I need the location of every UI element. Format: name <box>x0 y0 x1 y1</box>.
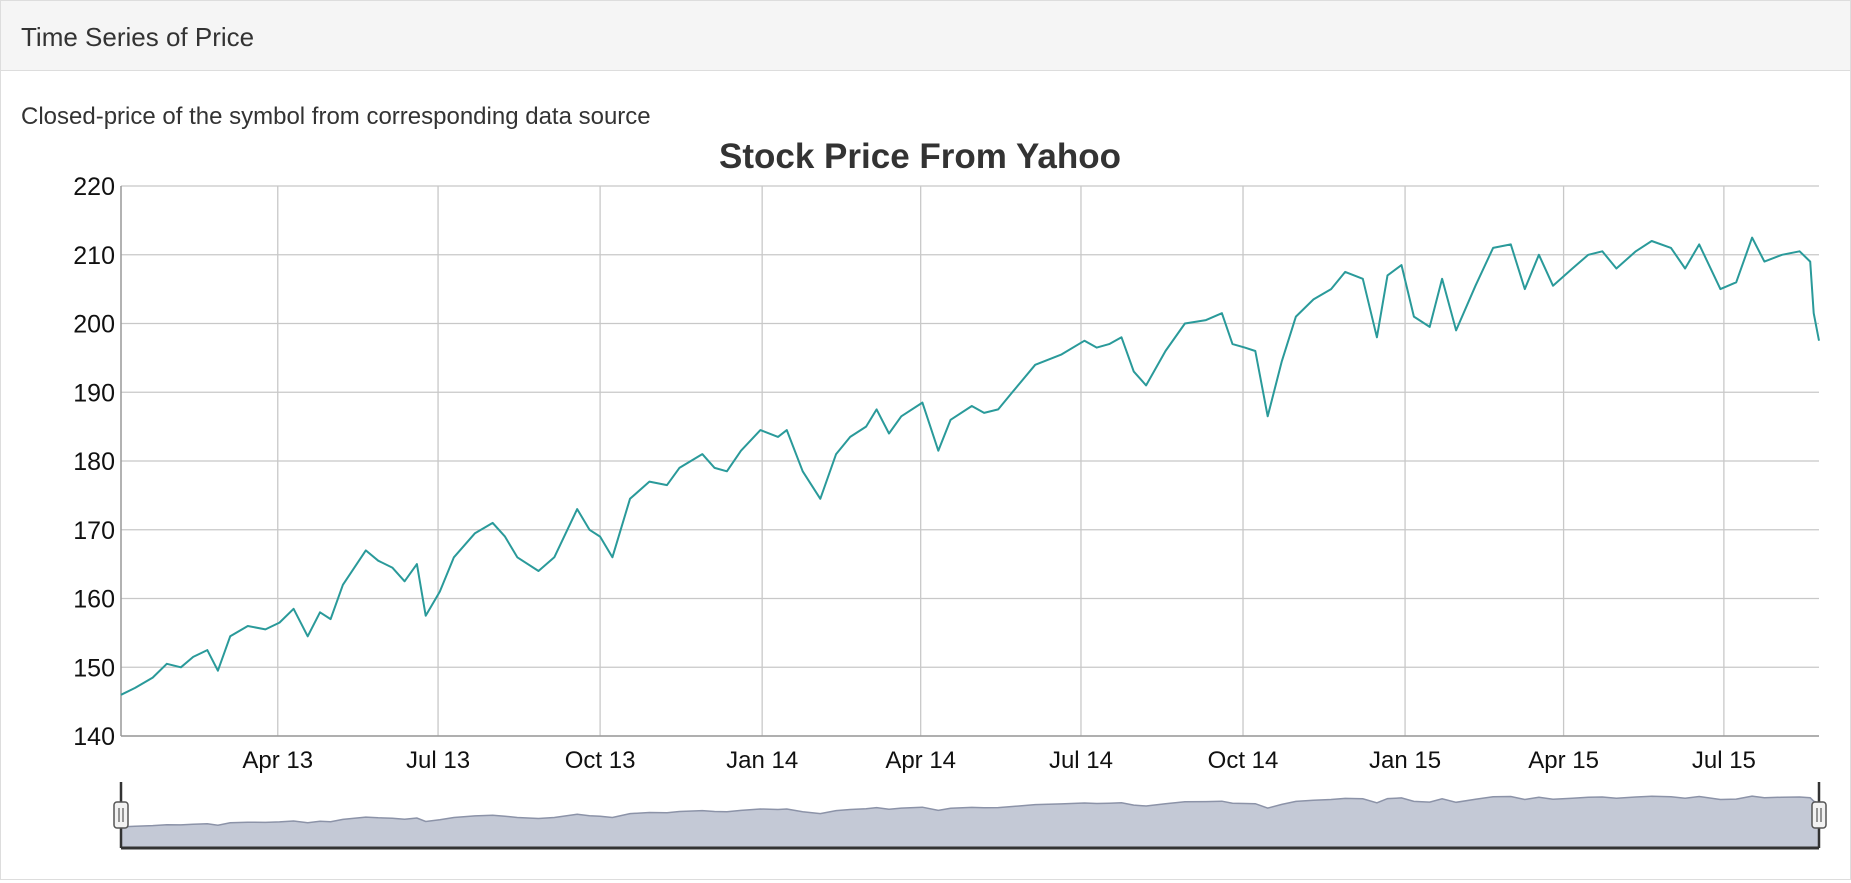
y-tick-label: 210 <box>73 242 115 270</box>
panel-heading: Time Series of Price <box>1 1 1850 71</box>
panel-title: Time Series of Price <box>21 22 255 52</box>
price-line <box>120 236 1820 696</box>
y-tick-label: 140 <box>73 723 115 751</box>
y-tick-label: 180 <box>73 448 115 476</box>
navigator[interactable] <box>113 782 1827 850</box>
x-tick-label: Apr 13 <box>242 747 313 774</box>
chart-grid <box>121 185 1819 737</box>
navigator-area <box>121 796 1819 848</box>
x-tick-label: Jul 14 <box>1049 747 1113 774</box>
y-tick-label: 150 <box>73 654 115 682</box>
y-tick-label: 200 <box>73 311 115 339</box>
navigator-left-handle[interactable] <box>113 801 129 829</box>
navigator-right-handle[interactable] <box>1811 801 1827 829</box>
x-tick-label: Jan 14 <box>726 747 798 774</box>
handle-grip[interactable] <box>113 801 129 829</box>
x-tick-label: Apr 14 <box>885 747 956 774</box>
y-axis: 140 150 160 170 180 190 200 210 220 <box>73 173 122 751</box>
chart-title: Stock Price From Yahoo <box>719 137 1121 176</box>
y-tick-label: 170 <box>73 517 115 545</box>
handle-grip[interactable] <box>1811 801 1827 829</box>
y-tick-label: 220 <box>73 173 115 201</box>
y-tick-label: 190 <box>73 379 115 407</box>
navigator-line <box>120 795 1820 828</box>
x-axis: Apr 13 Jul 13 Oct 13 Jan 14 Apr 14 Jul 14 Oct … <box>121 735 1819 774</box>
x-tick-label: Jul 15 <box>1692 747 1756 774</box>
x-tick-label: Oct 13 <box>565 747 636 774</box>
x-tick-label: Jan 15 <box>1369 747 1441 774</box>
x-tick-label: Apr 15 <box>1528 747 1599 774</box>
price-series <box>120 236 1820 696</box>
panel-description: Closed-price of the symbol from correspo… <box>21 103 651 130</box>
x-tick-label: Oct 14 <box>1208 747 1279 774</box>
x-tick-label: Jul 13 <box>406 747 470 774</box>
y-tick-label: 160 <box>73 586 115 614</box>
